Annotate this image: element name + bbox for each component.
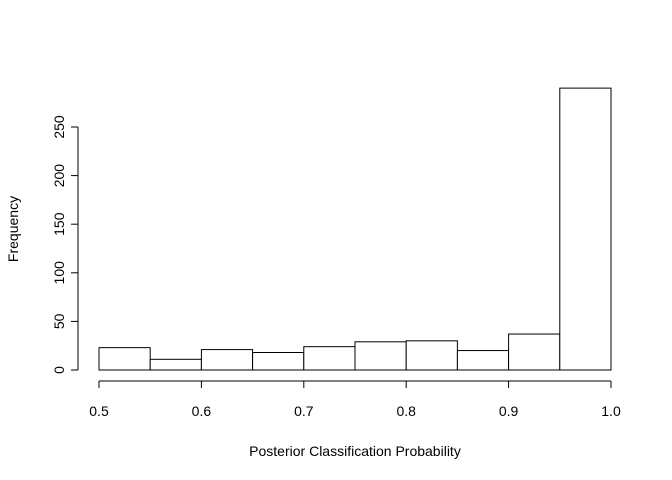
histogram-bar-9 bbox=[508, 333, 561, 371]
x-tick-label-2: 0.7 bbox=[294, 403, 314, 419]
y-axis: 0 50 100 150 200 250 bbox=[51, 115, 79, 374]
x-tick-label-4: 0.9 bbox=[499, 403, 519, 419]
histogram-bar-6 bbox=[354, 341, 407, 371]
histogram-bar-5 bbox=[303, 346, 356, 371]
x-tick-label-3: 0.8 bbox=[396, 403, 416, 419]
x-tick-label-1: 0.6 bbox=[192, 403, 212, 419]
histogram-bar-2 bbox=[149, 358, 202, 371]
y-tick-label-4: 200 bbox=[51, 164, 67, 188]
y-tick-label-2: 100 bbox=[51, 261, 67, 285]
histogram-bar-1 bbox=[98, 347, 151, 371]
y-tick-label-1: 50 bbox=[51, 313, 67, 329]
histogram-bar-8 bbox=[456, 350, 510, 371]
bars-group bbox=[98, 87, 612, 371]
histogram-bar-3 bbox=[200, 349, 254, 371]
x-axis: 0.5 0.6 0.7 0.8 0.9 1.0 bbox=[89, 380, 621, 419]
y-tick-label-0: 0 bbox=[51, 366, 67, 374]
y-axis-title: Frequency bbox=[5, 196, 21, 262]
y-tick-label-3: 150 bbox=[51, 212, 67, 236]
histogram-bar-7 bbox=[405, 340, 458, 371]
x-axis-title: Posterior Classification Probability bbox=[249, 443, 461, 459]
x-tick-label-5: 1.0 bbox=[601, 403, 621, 419]
histogram-bar-4 bbox=[252, 352, 305, 371]
histogram-bar-10 bbox=[559, 87, 612, 371]
x-tick-label-0: 0.5 bbox=[89, 403, 109, 419]
y-tick-label-5: 250 bbox=[51, 115, 67, 139]
